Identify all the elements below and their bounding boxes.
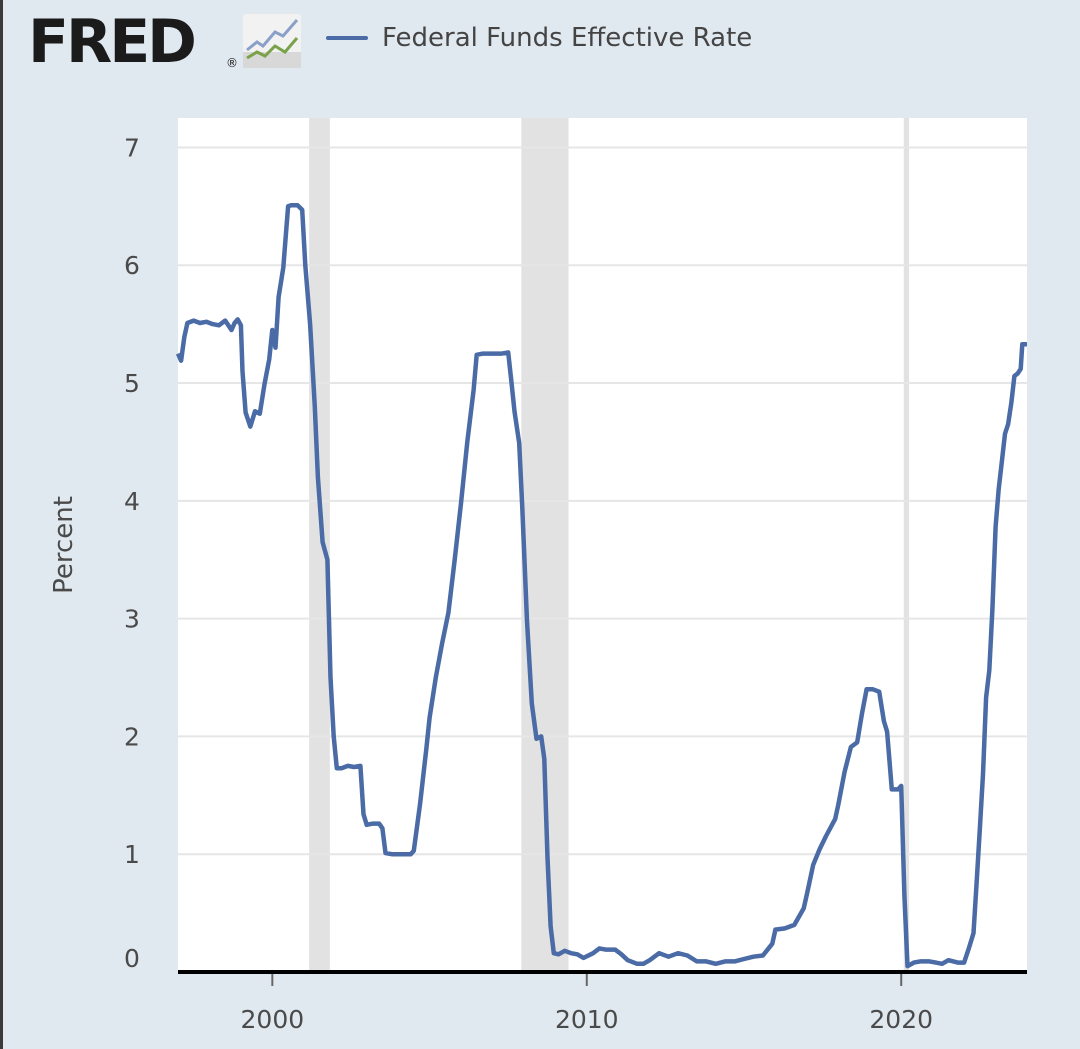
y-tick-label-2: 2 (124, 722, 140, 751)
y-axis-label: Percent (49, 496, 79, 594)
chart-header: FRED ® Federal Funds Effective Rate (28, 12, 1068, 72)
x-tick-label-2020: 2020 (869, 1005, 933, 1034)
x-axis-ticks: 2000 2010 2020 (241, 972, 933, 1034)
fred-logo[interactable]: FRED (28, 7, 197, 77)
x-tick-label-2000: 2000 (241, 1005, 305, 1034)
legend-swatch (326, 36, 368, 40)
y-tick-label-1: 1 (124, 840, 140, 869)
registered-mark: ® (226, 56, 238, 70)
y-axis-ticks: 0 1 2 3 4 5 6 7 (124, 133, 140, 973)
y-tick-label-6: 6 (124, 251, 140, 280)
x-tick-label-2010: 2010 (555, 1005, 619, 1034)
window-left-edge (0, 0, 3, 1049)
recession-band-2 (903, 118, 910, 972)
y-tick-label-0: 0 (124, 944, 140, 973)
y-tick-label-5: 5 (124, 369, 140, 398)
y-tick-label-3: 3 (124, 605, 140, 634)
series-line-federal-funds-rate[interactable] (175, 202, 1027, 969)
legend[interactable]: Federal Funds Effective Rate (326, 20, 752, 56)
y-tick-label-4: 4 (124, 487, 140, 516)
legend-label: Federal Funds Effective Rate (382, 23, 753, 53)
y-tick-label-7: 7 (124, 133, 140, 162)
recession-band-0 (309, 118, 330, 972)
line-chart-logo-icon (243, 14, 301, 68)
